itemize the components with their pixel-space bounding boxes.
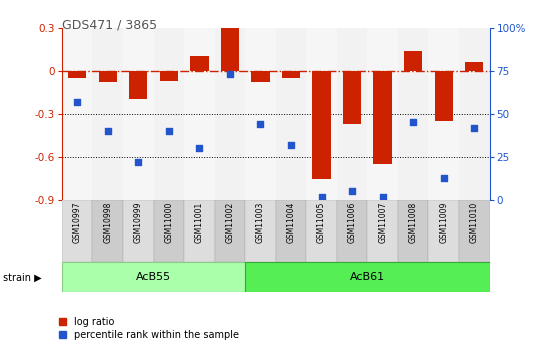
Bar: [282, 71, 300, 78]
Text: GSM11003: GSM11003: [256, 202, 265, 243]
Text: GDS471 / 3865: GDS471 / 3865: [62, 19, 157, 32]
Bar: [398, 200, 428, 262]
Bar: [313, 71, 331, 179]
Bar: [398, 28, 428, 200]
Point: [103, 128, 112, 134]
Text: GSM11005: GSM11005: [317, 202, 326, 243]
Bar: [276, 28, 306, 200]
Bar: [465, 62, 484, 71]
Bar: [367, 28, 398, 200]
Text: GSM11007: GSM11007: [378, 202, 387, 243]
Text: GSM11009: GSM11009: [439, 202, 448, 243]
Bar: [215, 200, 245, 262]
Bar: [245, 200, 275, 262]
Bar: [93, 200, 123, 262]
Bar: [245, 28, 275, 200]
Bar: [428, 200, 459, 262]
Bar: [404, 51, 422, 71]
Point: [225, 71, 234, 77]
Bar: [129, 71, 147, 99]
Text: GSM11008: GSM11008: [409, 202, 417, 243]
Text: GSM10997: GSM10997: [73, 202, 82, 244]
Point: [134, 159, 143, 165]
Point: [409, 120, 417, 125]
Bar: [306, 28, 337, 200]
Bar: [184, 200, 215, 262]
Point: [287, 142, 295, 148]
Bar: [68, 71, 86, 78]
Point: [378, 194, 387, 199]
Bar: [153, 200, 184, 262]
Text: GSM11000: GSM11000: [164, 202, 173, 243]
Bar: [306, 200, 337, 262]
Text: AcB55: AcB55: [136, 272, 171, 282]
Bar: [337, 28, 367, 200]
Bar: [459, 200, 490, 262]
Text: GSM11001: GSM11001: [195, 202, 204, 243]
Legend: log ratio, percentile rank within the sample: log ratio, percentile rank within the sa…: [59, 317, 239, 340]
Point: [195, 146, 204, 151]
Bar: [184, 28, 215, 200]
Bar: [93, 28, 123, 200]
Bar: [190, 56, 209, 71]
Point: [348, 189, 356, 194]
Bar: [160, 71, 178, 81]
Point: [470, 125, 479, 130]
Text: GSM11006: GSM11006: [348, 202, 357, 243]
Bar: [251, 71, 270, 82]
Bar: [373, 71, 392, 164]
Text: strain ▶: strain ▶: [3, 273, 41, 283]
Text: GSM11004: GSM11004: [287, 202, 295, 243]
Bar: [153, 28, 184, 200]
Point: [165, 128, 173, 134]
Bar: [245, 262, 490, 292]
Bar: [123, 200, 153, 262]
Bar: [459, 28, 490, 200]
Bar: [343, 71, 362, 124]
Bar: [98, 71, 117, 82]
Text: GSM11002: GSM11002: [225, 202, 235, 243]
Point: [256, 121, 265, 127]
Point: [317, 194, 326, 199]
Point: [440, 175, 448, 180]
Bar: [62, 200, 93, 262]
Bar: [428, 28, 459, 200]
Bar: [435, 71, 453, 121]
Text: GSM11010: GSM11010: [470, 202, 479, 243]
Bar: [123, 28, 153, 200]
Point: [73, 99, 81, 105]
Bar: [337, 200, 367, 262]
Text: AcB61: AcB61: [350, 272, 385, 282]
Bar: [62, 262, 245, 292]
Text: GSM10998: GSM10998: [103, 202, 112, 243]
Text: GSM10999: GSM10999: [134, 202, 143, 244]
Bar: [215, 28, 245, 200]
Bar: [367, 200, 398, 262]
Bar: [62, 28, 93, 200]
Bar: [221, 28, 239, 71]
Bar: [276, 200, 306, 262]
